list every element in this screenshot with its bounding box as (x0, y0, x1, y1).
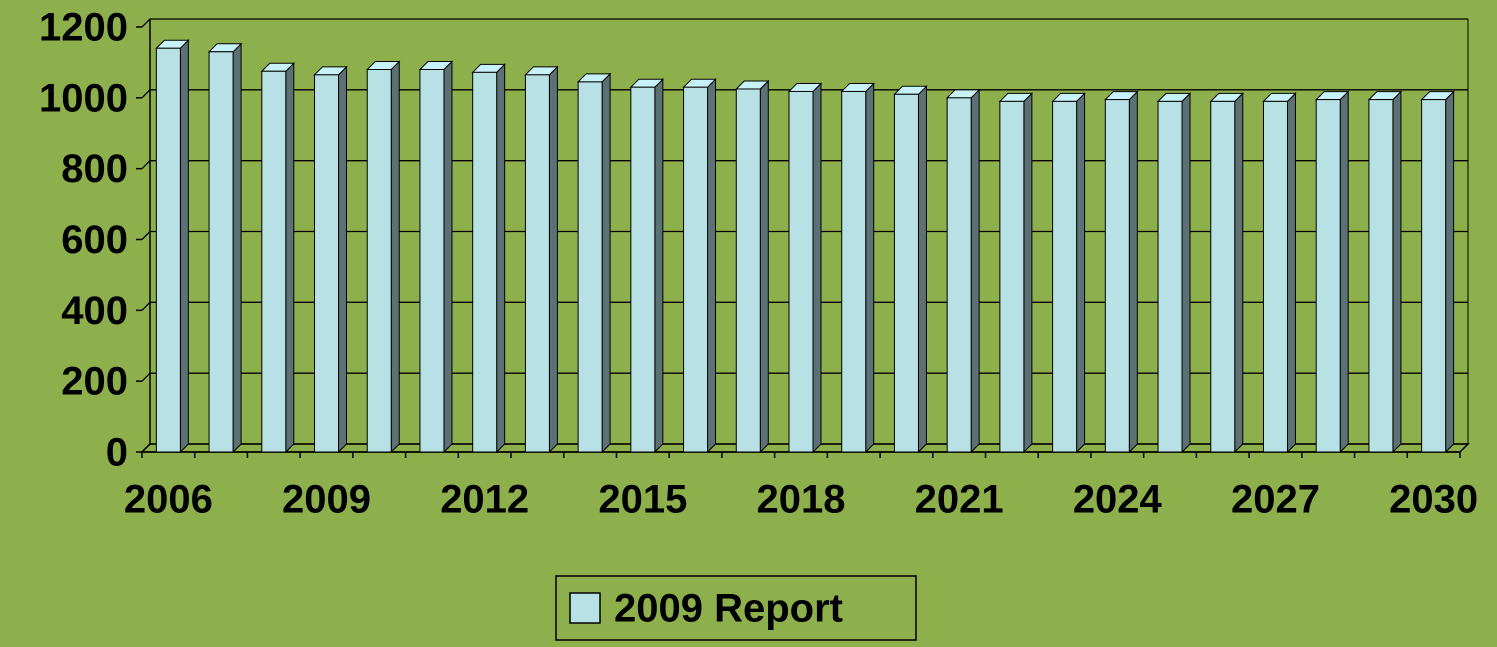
bar-front (1421, 99, 1447, 453)
bar-front (1262, 100, 1288, 453)
bar-side (812, 82, 822, 454)
bar-side (179, 39, 189, 454)
bar-side (970, 88, 980, 454)
bar (471, 63, 506, 454)
x-tick-label: 2009 (282, 478, 371, 522)
bar-side (654, 78, 664, 454)
bar-front (1368, 99, 1394, 453)
bar (682, 78, 717, 454)
x-tick-label: 2024 (1073, 478, 1163, 522)
x-tick-label: 2006 (124, 478, 213, 522)
bar-front (683, 86, 709, 453)
grid-line (141, 18, 1468, 28)
bar (1104, 90, 1139, 454)
bar (155, 39, 190, 454)
bar-side (232, 42, 242, 454)
legend-label: 2009 Report (614, 587, 843, 631)
grid-line (141, 89, 1468, 99)
bar-front (999, 100, 1025, 453)
bar-front (630, 86, 656, 453)
bar-front (893, 93, 919, 453)
bar-front (208, 51, 234, 453)
bar-front (577, 81, 603, 453)
y-tick-label: 0 (106, 431, 128, 475)
x-tick-label: 2015 (598, 478, 687, 522)
y-tick-label: 1200 (39, 6, 128, 50)
bar-front (155, 47, 181, 453)
bar-front (735, 88, 761, 453)
bar-front (1315, 99, 1341, 453)
bar-front (1104, 99, 1130, 453)
bar-side (338, 65, 348, 454)
bar (366, 60, 401, 454)
bar-side (1445, 90, 1455, 454)
bar-side (1076, 92, 1086, 454)
bar-front (366, 69, 392, 453)
bar-front (788, 90, 814, 453)
bar (629, 78, 665, 454)
bar-side (1286, 92, 1296, 454)
bar (945, 88, 981, 454)
bar-side (1339, 90, 1349, 454)
bar-front (946, 97, 972, 453)
bar-side (285, 62, 295, 454)
bar (787, 82, 823, 454)
bar (313, 65, 348, 454)
bar-side (496, 63, 506, 454)
bar (1367, 90, 1403, 454)
bar-side (865, 82, 875, 454)
x-tick-label: 2021 (915, 478, 1004, 522)
bar-side (601, 72, 611, 454)
bar-front (261, 70, 287, 453)
bar-front (1052, 100, 1078, 453)
x-tick-label: 2030 (1389, 478, 1478, 522)
bar-front (1157, 100, 1183, 453)
bar-front (472, 71, 498, 453)
x-tick-label: 2012 (440, 478, 529, 522)
y-tick-label: 600 (61, 218, 128, 262)
bar-side (1023, 92, 1033, 454)
y-tick-label: 800 (61, 147, 128, 191)
bar (998, 92, 1034, 454)
bar-side (707, 78, 717, 454)
bar (893, 85, 928, 454)
y-tick-label: 400 (61, 289, 128, 333)
y-tick-label: 200 (61, 360, 128, 404)
bar (1262, 92, 1297, 454)
bar-side (1128, 90, 1138, 454)
bar-side (443, 60, 453, 454)
bar (418, 60, 454, 454)
bar (1420, 90, 1455, 454)
bar-side (548, 65, 558, 454)
bar (1051, 92, 1086, 454)
bar-front (1210, 100, 1236, 453)
legend-swatch (569, 592, 601, 624)
legend-box (555, 575, 917, 641)
y-tick-label: 1000 (39, 76, 128, 120)
bar (260, 62, 296, 454)
x-tick-label: 2018 (757, 478, 846, 522)
bar-side (1181, 92, 1191, 454)
bar (1209, 92, 1244, 454)
bar (840, 82, 875, 454)
bar (524, 65, 559, 454)
bar-front (524, 74, 550, 453)
bar (1156, 92, 1192, 454)
bar-side (917, 85, 927, 454)
bar-front (841, 90, 867, 453)
bar-front (314, 74, 340, 453)
bar-side (1234, 92, 1244, 454)
bar-side (1392, 90, 1402, 454)
x-tick-label: 2027 (1231, 478, 1320, 522)
bar-side (759, 79, 769, 454)
bar-front (419, 69, 445, 453)
bar (207, 42, 243, 454)
bar (1314, 90, 1350, 454)
bar (735, 79, 770, 454)
bar (576, 72, 612, 454)
bar-side (390, 60, 400, 454)
